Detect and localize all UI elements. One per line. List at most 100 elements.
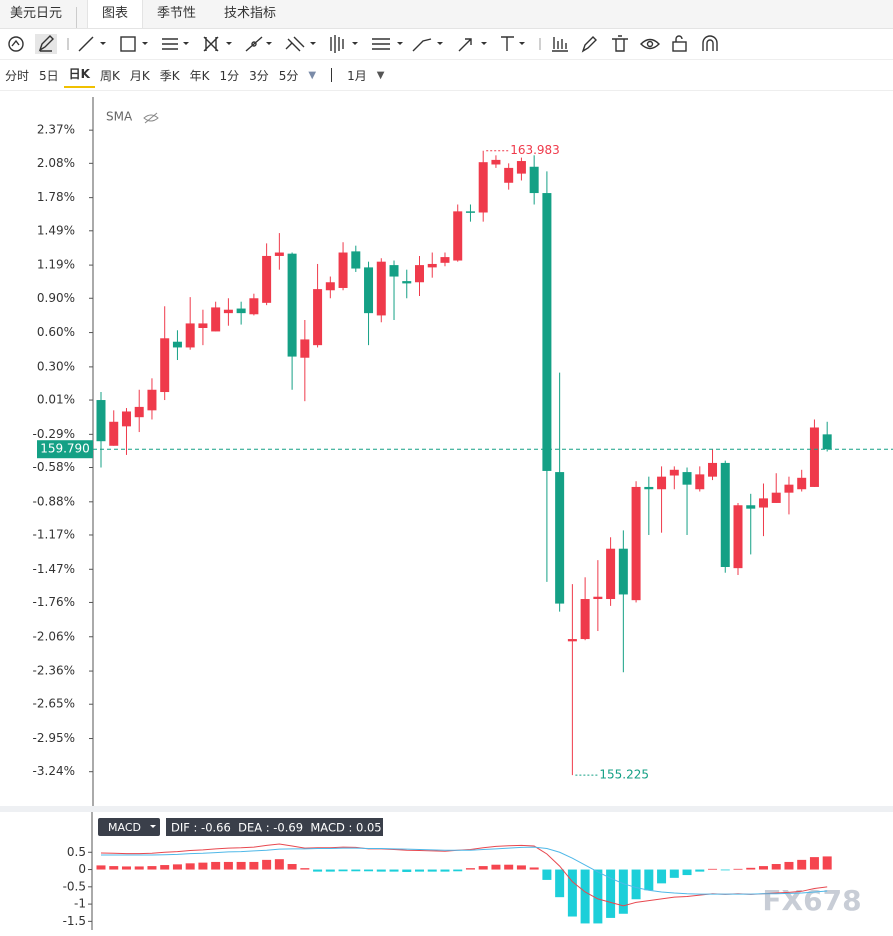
period[interactable]: 季K — [159, 68, 180, 83]
candle-body — [491, 159, 501, 165]
tool[interactable] — [612, 35, 628, 52]
y-tick-label: -3.24% — [33, 764, 75, 778]
candle-body — [211, 307, 221, 332]
legend-text: DIF : -0.66 DEA : -0.69 MACD : 0.05 — [171, 821, 382, 835]
period[interactable]: 月K — [129, 68, 150, 83]
period[interactable]: 1分 — [219, 68, 240, 83]
tool[interactable] — [120, 36, 148, 52]
macd-bar — [236, 861, 246, 870]
tool[interactable] — [702, 35, 718, 51]
macd-bar — [453, 869, 463, 872]
candle-body — [415, 265, 424, 283]
candle-body — [682, 472, 692, 485]
macd-bar — [529, 867, 539, 870]
macd-bar — [427, 869, 437, 872]
y-tick-label: -1.5 — [63, 914, 86, 928]
candle-body — [822, 434, 832, 450]
candle-body — [465, 211, 475, 213]
candle-body — [325, 282, 335, 291]
period[interactable]: 分时 — [5, 68, 30, 83]
macd-bar — [134, 866, 144, 870]
tool[interactable] — [245, 36, 272, 52]
candle-body — [504, 167, 514, 183]
y-tick-label: -0.88% — [33, 494, 75, 508]
macd-bar — [96, 865, 106, 870]
candle-body — [236, 308, 246, 314]
tool[interactable] — [35, 34, 57, 54]
tool[interactable] — [640, 38, 660, 50]
tool[interactable] — [372, 38, 403, 50]
period[interactable]: 5日 — [39, 68, 59, 83]
candle-body — [96, 400, 106, 442]
macd-bar — [338, 869, 348, 872]
macd-bar — [440, 869, 450, 872]
candle-body — [160, 338, 170, 393]
y-tick-label: -2.36% — [33, 664, 75, 678]
candle-body — [771, 492, 781, 503]
candle-body — [453, 211, 463, 261]
macd-bar — [300, 868, 310, 870]
candle-body — [364, 267, 374, 314]
y-tick-label: -2.95% — [33, 731, 75, 745]
tool[interactable] — [581, 36, 597, 53]
indicator-select[interactable] — [98, 818, 160, 836]
candle-body — [262, 255, 272, 303]
candle-body — [516, 161, 526, 174]
macd-bar — [185, 863, 195, 870]
period[interactable]: 日K — [63, 62, 95, 88]
y-tick-label: 1.49% — [37, 223, 75, 237]
macd-bar — [797, 859, 807, 870]
candle-body — [606, 548, 616, 600]
y-tick-label: 0.30% — [37, 359, 75, 373]
tool[interactable] — [8, 36, 24, 52]
macd-bar — [415, 869, 424, 872]
macd-bar — [567, 869, 577, 917]
dropdown-arrow[interactable]: ▼ — [308, 69, 317, 81]
candle-body — [720, 462, 730, 567]
macd-bar — [160, 865, 170, 870]
macd-bar — [262, 859, 272, 870]
macd-bar — [695, 869, 705, 872]
y-tick-label: 0.5 — [67, 845, 86, 859]
period[interactable]: 周K — [99, 68, 120, 83]
hide-icon[interactable] — [143, 112, 159, 124]
period[interactable]: 3分 — [249, 68, 269, 83]
tool[interactable] — [285, 36, 316, 52]
range[interactable]: 1月 — [347, 68, 367, 83]
tool[interactable] — [330, 35, 358, 53]
y-tick-label: -2.06% — [33, 629, 75, 643]
tab[interactable]: 季节性 — [157, 6, 197, 21]
macd-bar — [822, 856, 832, 870]
candle-body — [593, 596, 603, 600]
tool[interactable] — [412, 38, 443, 52]
period[interactable]: 年K — [189, 68, 210, 83]
macd-bar — [389, 869, 399, 872]
macd-bar — [809, 857, 819, 870]
macd-bar — [504, 864, 514, 870]
candle-body — [389, 265, 399, 277]
tool[interactable] — [162, 38, 189, 50]
tab[interactable]: 图表 — [87, 0, 144, 28]
tool[interactable] — [501, 36, 525, 51]
tool[interactable] — [78, 36, 106, 52]
tool[interactable] — [458, 38, 487, 52]
candle-body — [797, 477, 807, 490]
period[interactable]: 5分 — [278, 68, 299, 83]
macd-bar — [287, 864, 297, 870]
tool[interactable] — [672, 35, 687, 52]
candle-body — [580, 599, 590, 640]
tab[interactable]: 技术指标 — [224, 6, 277, 21]
macd-bar — [211, 861, 221, 870]
dropdown-arrow — [150, 825, 156, 828]
tool[interactable] — [203, 36, 232, 52]
dropdown-arrow[interactable]: ▼ — [376, 69, 385, 81]
candle-body — [733, 505, 743, 569]
tool[interactable] — [552, 37, 568, 52]
candle-body — [198, 323, 208, 328]
high-label: 163.983 — [510, 143, 560, 157]
toolbar — [0, 34, 893, 60]
indicator-label: SMA — [106, 110, 133, 124]
macd-bar — [516, 865, 526, 870]
candle-body — [644, 486, 654, 490]
